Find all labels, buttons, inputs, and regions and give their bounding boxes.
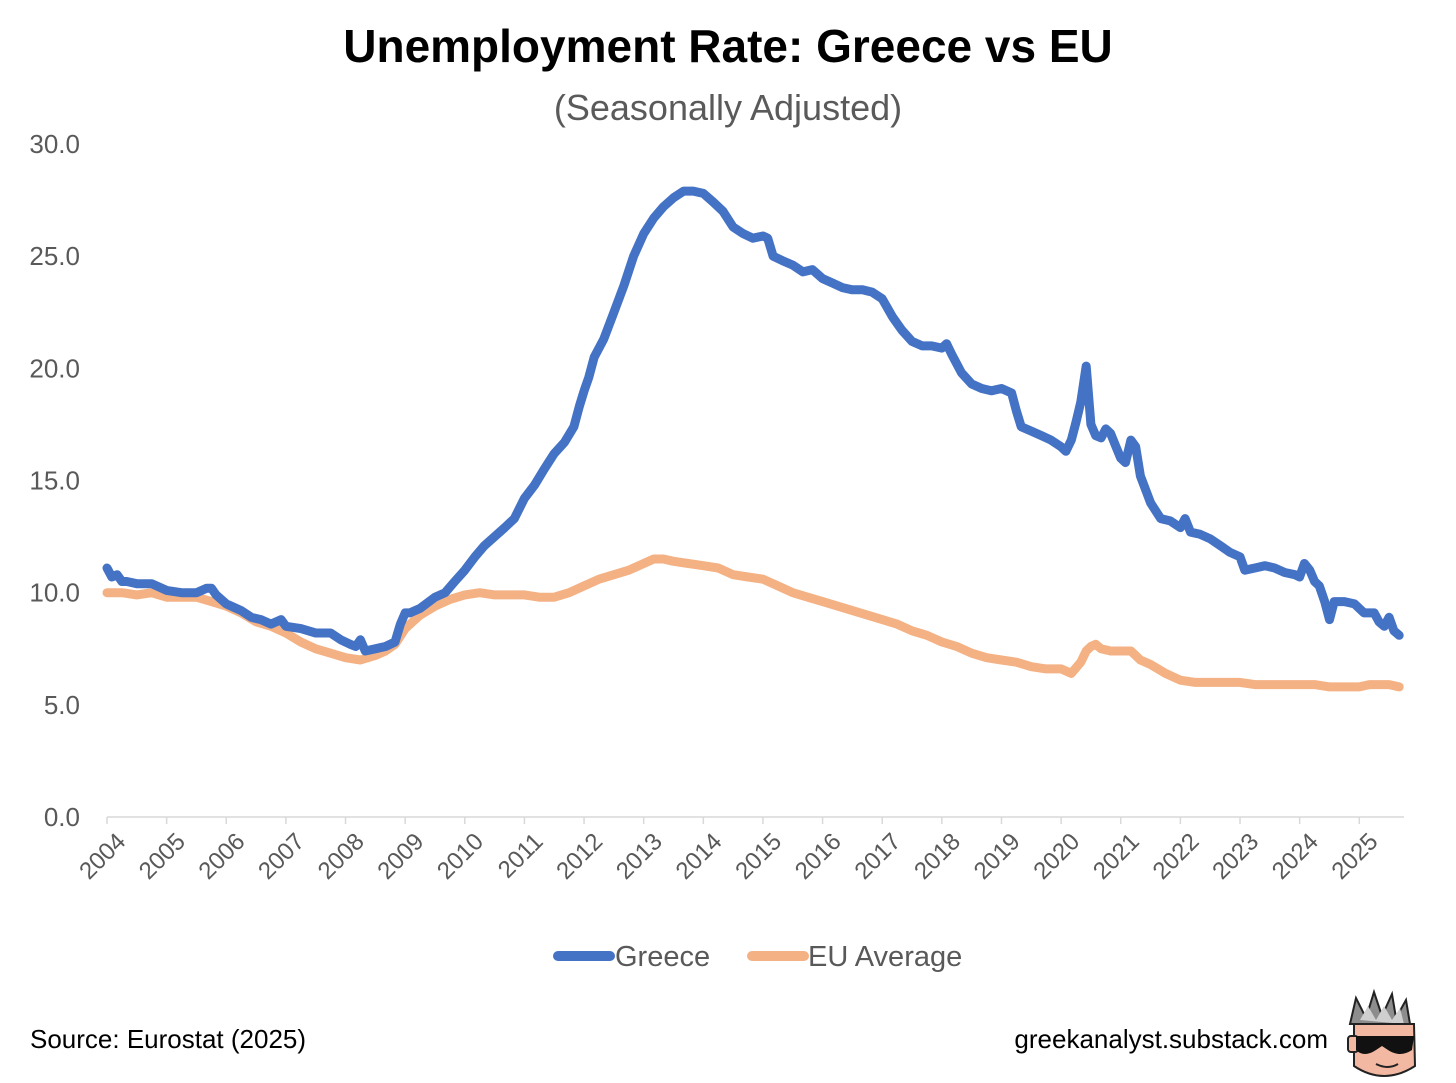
y-tick-label: 25.0 — [29, 241, 80, 271]
y-axis-tick-labels: 0.0 5.0 10.0 15.0 20.0 25.0 30.0 — [29, 129, 80, 832]
y-tick-label: 20.0 — [29, 353, 80, 383]
y-tick-label: 30.0 — [29, 129, 80, 159]
y-tick-label: 10.0 — [29, 578, 80, 608]
y-tick-label: 0.0 — [44, 802, 80, 832]
sunglasses-face-icon — [1347, 988, 1417, 1077]
source-note: Source: Eurostat (2025) — [30, 1024, 306, 1054]
legend-label-eu-average: EU Average — [808, 941, 962, 973]
series-line-eu-average — [102, 554, 1404, 692]
chart-subtitle: (Seasonally Adjusted) — [554, 87, 902, 128]
website-link[interactable]: greekanalyst.substack.com — [1014, 1024, 1328, 1054]
x-axis — [106, 816, 1404, 824]
series-line-greece — [102, 186, 1404, 656]
legend: Greece EU Average — [553, 941, 962, 973]
y-tick-label: 5.0 — [44, 690, 80, 720]
y-tick-label: 15.0 — [29, 466, 80, 496]
chart-title: Unemployment Rate: Greece vs EU — [343, 20, 1113, 72]
plot-series — [102, 186, 1404, 692]
legend-label-greece: Greece — [615, 941, 710, 973]
